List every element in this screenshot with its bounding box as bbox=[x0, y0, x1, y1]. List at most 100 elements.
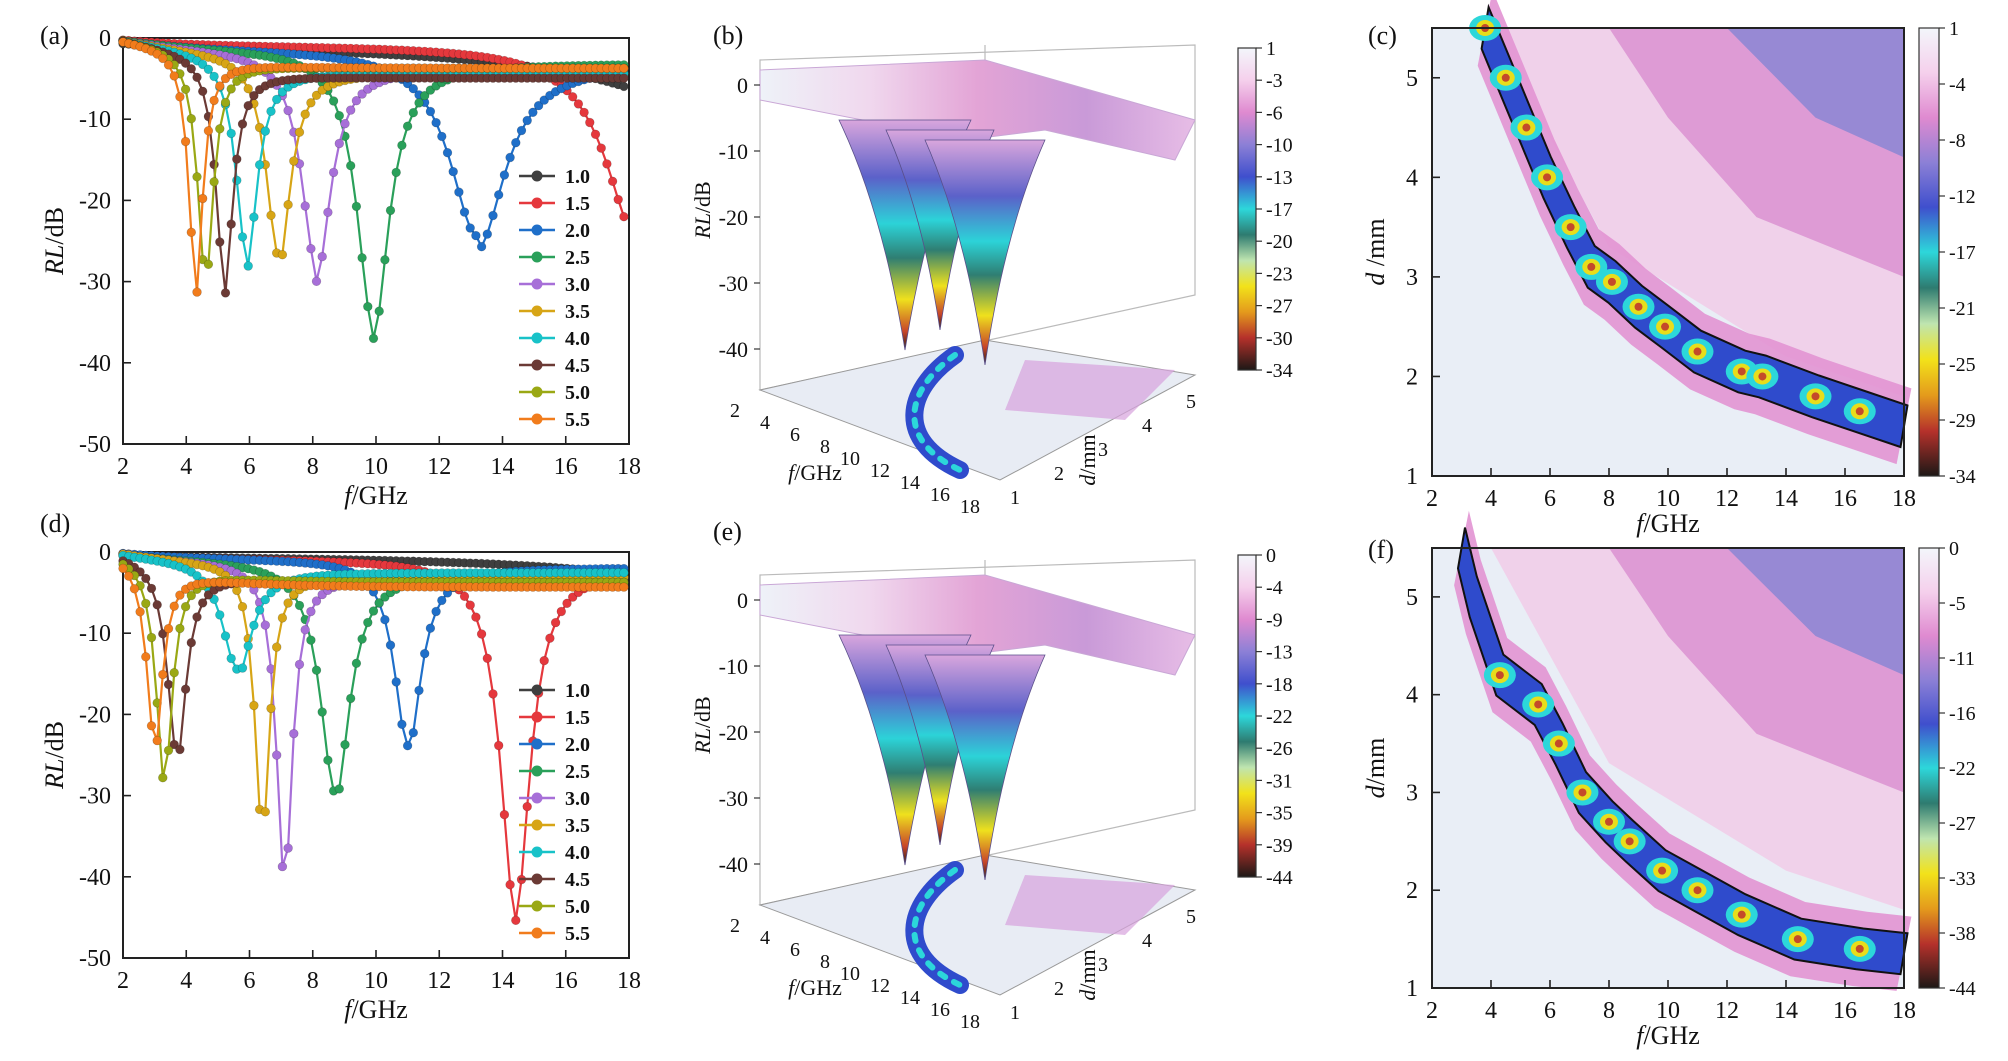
data-point bbox=[368, 333, 379, 344]
y-tick-label: 3 bbox=[1098, 954, 1108, 976]
colorbar-label: -9 bbox=[1266, 609, 1283, 631]
legend-marker bbox=[531, 251, 543, 263]
data-point bbox=[141, 573, 151, 584]
data-point bbox=[283, 843, 293, 853]
hotspot-center bbox=[1737, 367, 1746, 376]
colorbar-label: -16 bbox=[1949, 703, 1976, 725]
data-point bbox=[420, 648, 430, 659]
legend-label: 3.5 bbox=[565, 301, 590, 323]
colorbar: 0 -5 -11 -16 -22 -27 -33 -38 -44 bbox=[1918, 538, 1976, 1000]
colorbar: 1 -3 -6 -10 -13 -17 -20 -23 -27 -30 -34 bbox=[1237, 38, 1293, 382]
data-point bbox=[266, 210, 276, 221]
data-point bbox=[277, 613, 288, 623]
data-point bbox=[300, 201, 310, 211]
data-point bbox=[220, 631, 231, 641]
data-point bbox=[602, 159, 612, 169]
data-point bbox=[266, 106, 276, 117]
surface-sheet bbox=[759, 59, 1196, 161]
colorbar-label: -31 bbox=[1266, 770, 1293, 792]
legend-label: 5.5 bbox=[565, 923, 590, 945]
legend-marker bbox=[531, 170, 543, 182]
data-point bbox=[123, 571, 134, 581]
data-point bbox=[448, 166, 458, 177]
data-point bbox=[465, 223, 475, 233]
data-point bbox=[289, 728, 299, 739]
y-axis-label: RL/dB bbox=[40, 207, 69, 276]
data-point bbox=[619, 63, 629, 74]
data-point bbox=[385, 640, 396, 650]
series-5.5 bbox=[118, 37, 629, 297]
x-tick-label: 4 bbox=[180, 968, 192, 994]
data-point bbox=[226, 128, 236, 139]
x-tick-label: 8 bbox=[820, 951, 830, 973]
data-point bbox=[573, 99, 584, 109]
data-point bbox=[192, 172, 202, 182]
violet-zone bbox=[1727, 548, 1904, 676]
data-point bbox=[175, 92, 185, 102]
y-axis-label: d/mm bbox=[1075, 949, 1100, 1000]
data-point bbox=[334, 110, 344, 121]
data-point bbox=[363, 617, 373, 628]
z-tick-label: 0 bbox=[737, 588, 748, 613]
x-tick-label: 18 bbox=[960, 496, 980, 518]
y-tick-label: -50 bbox=[79, 432, 111, 458]
legend-label: 2.0 bbox=[565, 220, 590, 242]
x-tick-label: 12 bbox=[427, 454, 451, 480]
x-tick-label: 2 bbox=[1426, 998, 1438, 1024]
legend-marker bbox=[531, 738, 543, 750]
data-point bbox=[306, 635, 316, 645]
legend-marker bbox=[531, 332, 543, 344]
colorbar-label: -5 bbox=[1949, 593, 1966, 615]
y-tick-label: 2 bbox=[1406, 878, 1418, 904]
data-point bbox=[590, 129, 601, 140]
data-point bbox=[397, 140, 407, 151]
hotspot-center bbox=[1587, 262, 1596, 271]
legend-marker bbox=[531, 224, 543, 236]
data-point bbox=[482, 229, 492, 239]
data-point bbox=[163, 745, 174, 756]
data-point bbox=[505, 879, 515, 890]
hotspot-center bbox=[1855, 944, 1864, 953]
legend-marker bbox=[531, 359, 543, 371]
data-point bbox=[476, 629, 487, 639]
data-point bbox=[146, 632, 157, 643]
y-tick-label: -50 bbox=[79, 946, 111, 972]
data-point bbox=[283, 598, 293, 608]
data-point bbox=[306, 244, 316, 254]
x-tick-label: 10 bbox=[840, 448, 860, 470]
data-point bbox=[374, 306, 384, 316]
x-tick-label: 8 bbox=[307, 968, 319, 994]
colorbar-label: -44 bbox=[1266, 867, 1293, 889]
hotspot-center bbox=[1534, 700, 1543, 709]
legend-label: 2.5 bbox=[565, 247, 590, 269]
data-point bbox=[220, 97, 231, 108]
data-point bbox=[254, 605, 265, 615]
data-point bbox=[163, 679, 174, 690]
data-point bbox=[237, 119, 248, 129]
colorbar: 0 -4 -9 -13 -18 -22 -26 -31 -35 -39 -44 bbox=[1237, 545, 1293, 889]
data-point bbox=[414, 98, 424, 108]
colorbar-label: -34 bbox=[1266, 360, 1293, 382]
data-point bbox=[294, 659, 305, 670]
x-tick-label: 2 bbox=[730, 915, 740, 937]
y-tick-label: 4 bbox=[1142, 930, 1152, 952]
hotspot-center bbox=[1661, 322, 1670, 331]
data-point bbox=[619, 567, 629, 578]
colorbar-label: -12 bbox=[1949, 186, 1976, 208]
x-tick-label: 4 bbox=[180, 454, 192, 480]
x-axis-label: f/GHz bbox=[344, 995, 408, 1024]
z-tick-label: 0 bbox=[737, 73, 748, 98]
data-point bbox=[351, 95, 362, 106]
data-point bbox=[471, 612, 481, 622]
data-point bbox=[494, 190, 504, 200]
data-point bbox=[169, 667, 179, 678]
hotspot-center bbox=[1737, 910, 1746, 919]
data-point bbox=[169, 71, 179, 81]
data-point bbox=[357, 253, 367, 263]
colorbar-label: -8 bbox=[1949, 130, 1966, 152]
legend-label: 2.5 bbox=[565, 761, 590, 783]
data-point bbox=[391, 167, 401, 178]
x-tick-label: 16 bbox=[1833, 486, 1857, 512]
surface-sheet bbox=[759, 574, 1196, 676]
